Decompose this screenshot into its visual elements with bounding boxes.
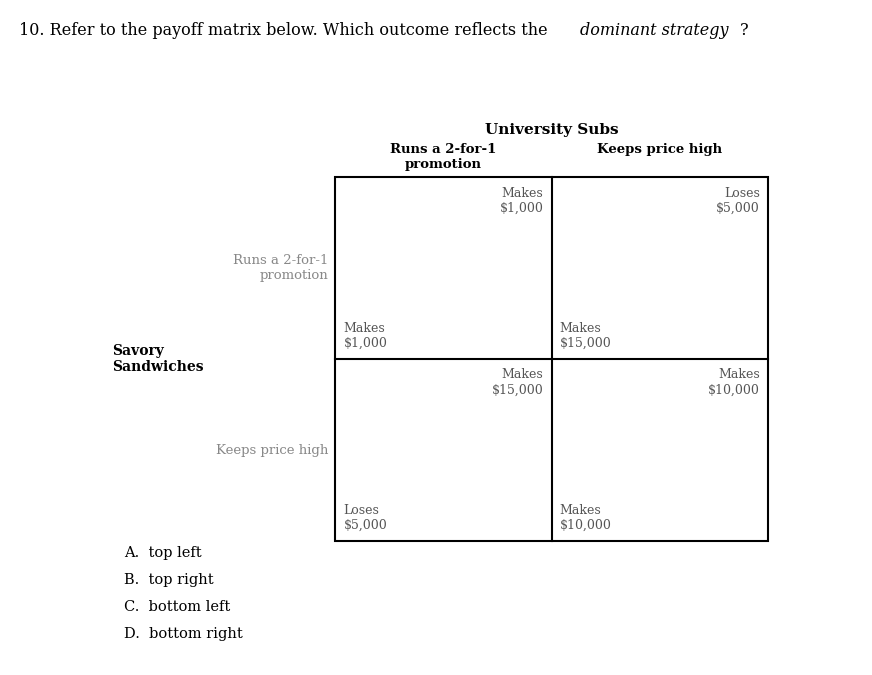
Text: Makes
$15,000: Makes $15,000 bbox=[560, 322, 611, 350]
Text: B.  top right: B. top right bbox=[124, 573, 214, 587]
Text: ?: ? bbox=[739, 22, 748, 39]
Text: D.  bottom right: D. bottom right bbox=[124, 627, 242, 641]
Text: Keeps price high: Keeps price high bbox=[216, 443, 329, 456]
Text: Keeps price high: Keeps price high bbox=[597, 143, 722, 157]
Text: Makes
$10,000: Makes $10,000 bbox=[560, 504, 611, 532]
Text: dominant strategy: dominant strategy bbox=[580, 22, 728, 39]
Text: A.  top left: A. top left bbox=[124, 546, 201, 560]
Text: Runs a 2-for-1
promotion: Runs a 2-for-1 promotion bbox=[234, 254, 329, 282]
Text: Loses
$5,000: Loses $5,000 bbox=[716, 186, 760, 215]
Text: C.  bottom left: C. bottom left bbox=[124, 600, 230, 614]
Text: Makes
$1,000: Makes $1,000 bbox=[344, 322, 387, 350]
Text: 10. Refer to the payoff matrix below. Which outcome reflects the: 10. Refer to the payoff matrix below. Wh… bbox=[19, 22, 553, 39]
Text: Makes
$10,000: Makes $10,000 bbox=[708, 369, 760, 396]
Text: Loses
$5,000: Loses $5,000 bbox=[344, 504, 387, 532]
Text: Makes
$1,000: Makes $1,000 bbox=[500, 186, 543, 215]
Text: University Subs: University Subs bbox=[485, 123, 618, 136]
Text: Runs a 2-for-1
promotion: Runs a 2-for-1 promotion bbox=[391, 143, 497, 171]
Text: Savory
Sandwiches: Savory Sandwiches bbox=[112, 344, 204, 374]
Text: Makes
$15,000: Makes $15,000 bbox=[492, 369, 543, 396]
